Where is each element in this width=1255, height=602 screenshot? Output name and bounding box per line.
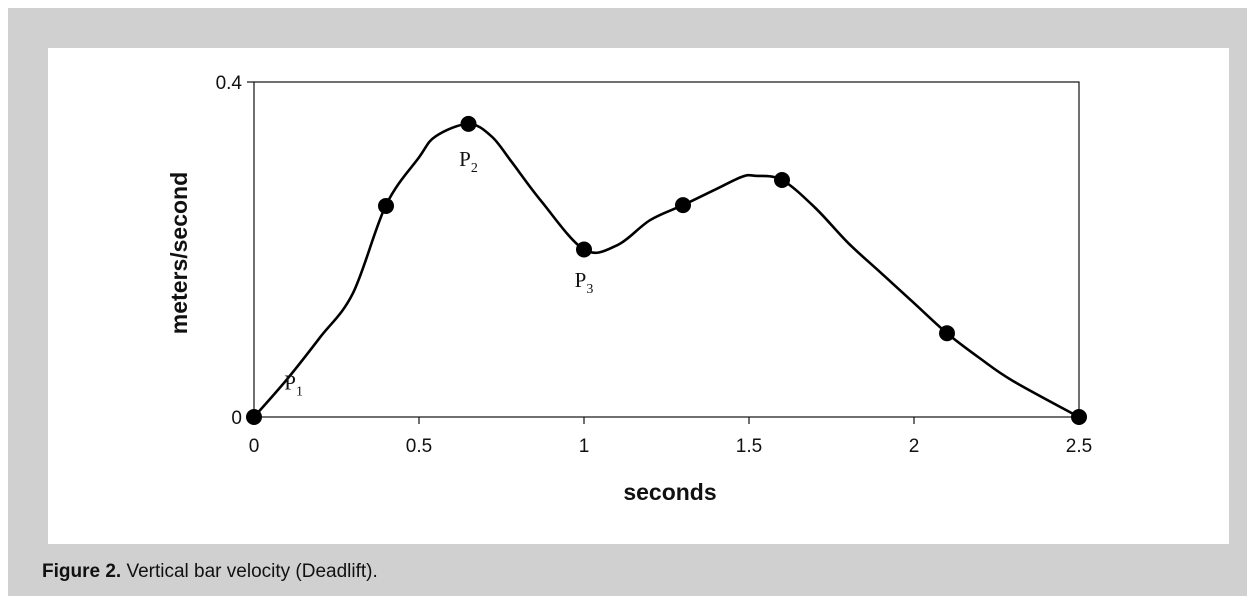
y-tick-label: 0.4: [216, 73, 243, 94]
x-tick-label: 2: [909, 436, 920, 457]
data-point: [460, 115, 477, 132]
point-label-p2: P2: [459, 147, 478, 176]
marker-group: [246, 115, 1087, 425]
caption-label: Figure 2.: [42, 561, 122, 582]
data-point: [1071, 409, 1087, 425]
series-curve-group: [252, 122, 1081, 419]
data-point: [246, 409, 262, 425]
x-tick-label: 1.5: [736, 436, 762, 457]
point-label-p3: P3: [575, 268, 594, 297]
point-label-p1: P1: [284, 370, 303, 399]
y-tick-label: 0: [231, 408, 242, 429]
figure-frame: [8, 8, 1247, 596]
data-point: [939, 325, 955, 342]
x-tick-label: 0: [249, 436, 260, 457]
velocity-line: [252, 122, 1081, 419]
data-point: [576, 241, 592, 258]
data-point: [378, 197, 394, 214]
x-tick-label: 1: [579, 436, 590, 457]
x-axis-title: seconds: [623, 479, 716, 505]
figure-caption: Figure 2. Vertical bar velocity (Deadlif…: [42, 561, 378, 583]
caption-text: Vertical bar velocity (Deadlift).: [121, 561, 378, 582]
y-axis-title: meters/second: [166, 172, 192, 334]
axes: 0 0.5 1 1.5 2 2.5 0 0.4: [216, 73, 1093, 457]
x-tick-label: 2.5: [1066, 436, 1092, 457]
data-point: [774, 171, 790, 188]
annotation-group: P1 P2 P3: [284, 147, 593, 400]
data-point: [675, 197, 691, 214]
plot-area-border: [253, 81, 1080, 418]
x-tick-label: 0.5: [406, 436, 432, 457]
chart-panel: [48, 48, 1229, 544]
